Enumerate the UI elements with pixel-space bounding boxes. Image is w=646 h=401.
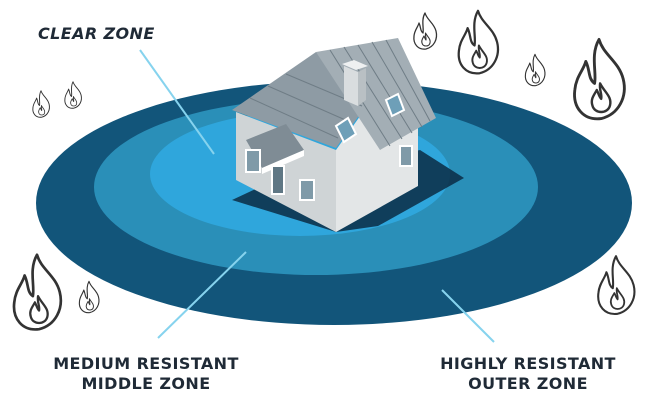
flame-icon [12,253,63,331]
flame-icon [64,81,82,109]
flame-icon [524,53,546,87]
outer-zone-leader-line [441,289,495,343]
flame-icon [413,12,438,50]
flame-icon [32,90,50,118]
flame-icon [78,280,100,314]
outer-zone-label-line1: HIGHLY RESISTANT [440,354,616,373]
flame-icon [457,9,500,75]
outer-zone-label: HIGHLY RESISTANT OUTER ZONE [410,354,646,394]
middle-zone-label-line2: MIDDLE ZONE [81,374,211,393]
middle-zone-label: MEDIUM RESISTANT MIDDLE ZONE [22,354,270,394]
clear-zone-label: CLEAR ZONE [38,24,155,43]
outer-zone-label-line2: OUTER ZONE [468,374,588,393]
flame-icon [572,37,626,121]
middle-zone-label-line1: MEDIUM RESISTANT [53,354,239,373]
flame-icon [597,255,636,316]
clear-zone-leader-line [139,49,215,155]
middle-zone-leader-line [157,251,247,339]
house-icon [232,38,464,232]
